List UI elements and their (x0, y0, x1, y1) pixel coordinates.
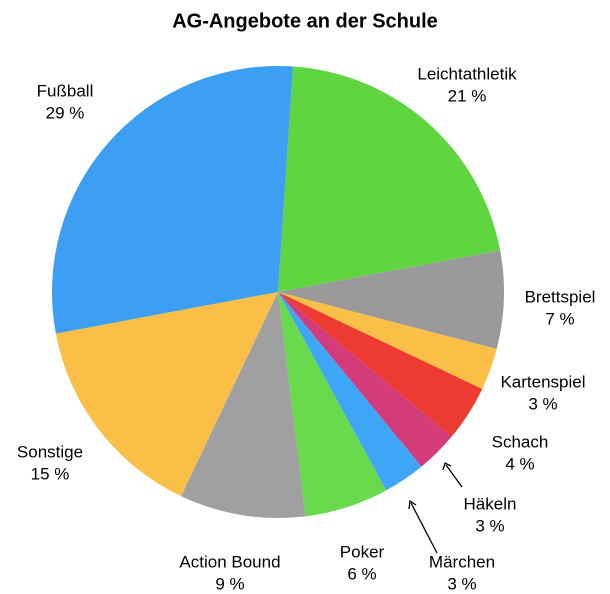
slice-value-label: 29 % (46, 103, 85, 122)
arrow-head (442, 462, 452, 471)
arrow-head (408, 499, 417, 510)
slice-label: Fußball (37, 81, 94, 100)
slice-label: Kartenspiel (500, 372, 585, 391)
label-arrows (408, 462, 463, 554)
slice-value-label: 7 % (545, 309, 574, 328)
slice-value-label: 9 % (215, 574, 244, 593)
slice-label: Action Bound (179, 552, 280, 571)
slice-value-label: 3 % (447, 574, 476, 593)
slice-value-label: 4 % (505, 454, 534, 473)
pie-slice (52, 66, 293, 334)
slice-value-label: 3 % (475, 516, 504, 535)
slice-value-label: 6 % (347, 564, 376, 583)
slice-label: Leichtathletik (417, 64, 517, 83)
slice-label: Schach (492, 432, 549, 451)
slice-value-label: 3 % (528, 394, 557, 413)
pie-slice (278, 292, 497, 389)
slice-label: Poker (340, 542, 385, 561)
chart-title: AG-Angebote an der Schule (172, 10, 438, 32)
pie-slice (278, 66, 501, 292)
pie-slice (278, 292, 483, 437)
slice-value-label: 21 % (448, 86, 487, 105)
pie-slice (278, 292, 422, 491)
pie-slice (278, 292, 452, 467)
slice-value-label: 15 % (31, 464, 70, 483)
pie-slice (55, 292, 278, 497)
arrow (445, 464, 463, 488)
slice-label: Märchen (429, 552, 495, 571)
slice-label: Häkeln (464, 494, 517, 513)
pie-slice (278, 250, 504, 349)
pie-slice (181, 292, 306, 518)
arrow (410, 502, 438, 554)
slice-label: Brettspiel (525, 287, 596, 306)
slice-label: Sonstige (17, 442, 83, 461)
pie-slice (278, 292, 387, 517)
